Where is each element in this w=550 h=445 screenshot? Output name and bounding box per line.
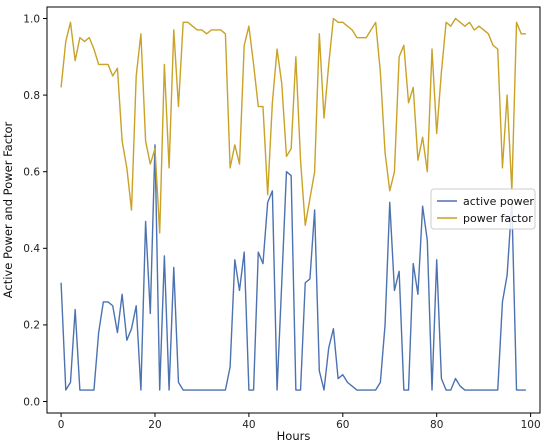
y-axis-ticks: 0.0 0.2 0.4 0.6 0.8 1.0 xyxy=(23,13,47,408)
series-line-active-power xyxy=(60,144,526,391)
plot-frame xyxy=(46,6,541,414)
x-tick-label: 20 xyxy=(148,419,161,431)
legend: active power power factor xyxy=(430,188,536,230)
x-tick-label: 0 xyxy=(58,419,65,431)
y-tick-label: 0.4 xyxy=(23,243,40,255)
y-tick-label: 0.8 xyxy=(23,90,40,102)
legend-label-power-factor: power factor xyxy=(463,212,533,225)
y-tick-label: 1.0 xyxy=(23,13,40,25)
y-tick-label: 0.0 xyxy=(23,396,40,408)
y-axis-label: Active Power and Power Factor xyxy=(1,121,15,298)
y-tick-label: 0.6 xyxy=(23,166,40,178)
x-tick-label: 100 xyxy=(521,419,541,431)
y-tick-label: 0.2 xyxy=(23,320,40,332)
x-tick-label: 40 xyxy=(242,419,255,431)
x-axis-ticks: 0 20 40 60 80 100 xyxy=(58,413,541,431)
series-line-power-factor xyxy=(60,17,526,234)
x-axis-label: Hours xyxy=(277,429,311,443)
series-layer xyxy=(60,17,526,391)
x-tick-label: 80 xyxy=(430,419,443,431)
x-tick-label: 60 xyxy=(336,419,349,431)
legend-label-active-power: active power xyxy=(463,195,534,208)
legend-box xyxy=(430,188,536,230)
